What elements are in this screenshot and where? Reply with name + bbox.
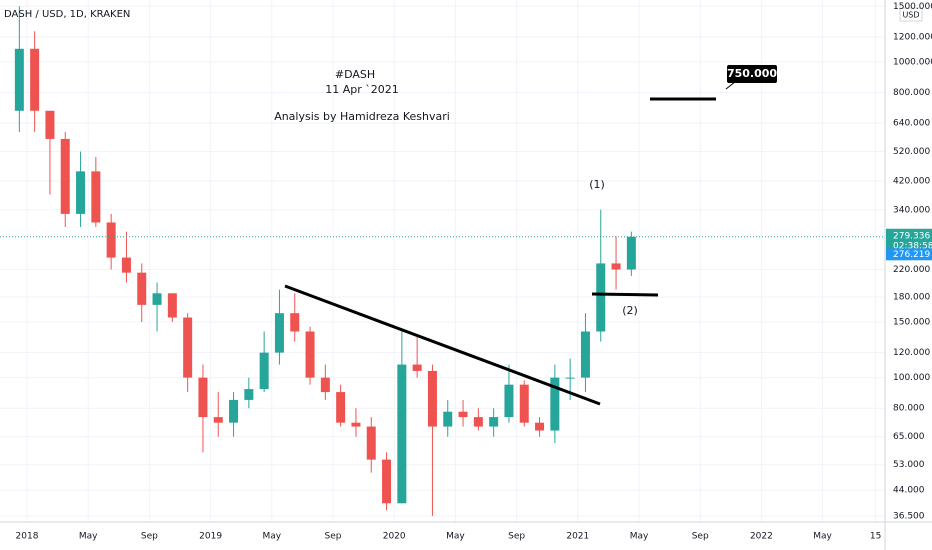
x-tick-label: 2018 [16,532,39,542]
candle-body [565,377,575,379]
candle-body [274,313,284,353]
candle-body [106,222,116,258]
y-tick-label: 640.000 [893,119,930,129]
other-price-box [886,248,932,261]
y-tick-label: 220.000 [893,265,930,275]
support-line [591,292,659,297]
annotation: 11 Apr `2021 [325,83,399,96]
x-tick-label: 15 [870,532,881,542]
candle-body [397,364,407,504]
candle-body [60,138,70,214]
candle-body [366,426,376,460]
x-tick-label: Sep [692,532,709,542]
candle-body [320,377,330,393]
y-tick-label: 1000.000 [893,57,932,67]
x-tick-label: May [79,532,98,542]
candle-body [412,364,422,371]
y-tick-label: 100.000 [893,373,930,383]
countdown: 02:38:58 [893,241,932,251]
candle-body [137,272,147,305]
currency[interactable]: USD [902,11,919,20]
x-tick-label: 2022 [750,532,773,542]
trendline [284,284,601,406]
candle-body [535,422,545,431]
x-tick-label: May [630,532,649,542]
candle-body [213,417,223,423]
candle-body [473,417,483,427]
last-price: 279.336 [893,231,930,241]
y-tick-label: 800.000 [893,88,930,98]
y-tick-label: 53.000 [893,460,925,470]
candle-body [504,384,514,418]
candle-body [580,331,590,378]
target-label: 750.000 [727,67,777,80]
x-tick-label: May [813,532,832,542]
candle-body [351,422,361,427]
y-tick-label: 1500.000 [893,2,932,12]
candle-body [336,392,346,423]
x-tick-label: May [446,532,465,542]
candle-body [305,331,315,378]
x-tick-label: May [262,532,281,542]
candle-body [519,384,529,423]
candle-body [290,313,300,332]
y-tick-label: 520.000 [893,147,930,157]
y-tick-label: 36.500 [893,511,925,521]
x-tick-label: 2020 [383,532,406,542]
currency-box[interactable] [899,7,923,22]
y-tick-label: 150.000 [893,318,930,328]
candle-body [489,417,499,427]
candle-body [121,257,131,273]
annotation: Analysis by Hamidreza Keshvari [274,110,450,123]
candle-body [611,263,621,270]
callout-box [727,65,777,83]
symbol-title: DASH / USD, 1D, KRAKEN [4,9,130,20]
y-tick-label: 44.000 [893,486,925,496]
candle-body [626,236,636,270]
y-tick-label: 120.000 [893,348,930,358]
candle-body [76,171,86,214]
x-tick-label: Sep [508,532,525,542]
candle-body [14,48,24,111]
candle-body [259,352,269,390]
candle-body [152,293,162,305]
candle-body [91,171,101,223]
candle-body [596,263,606,332]
candle-body [45,110,55,139]
candle-body [458,411,468,418]
y-tick-label: 420.000 [893,176,930,186]
candle-body [229,399,239,423]
other-price: 276.219 [893,250,930,260]
y-tick-label: 65.000 [893,432,925,442]
x-tick-label: 2021 [566,532,589,542]
candle-body [550,377,560,431]
y-tick-label: 180.000 [893,293,930,303]
annotation: #DASH [335,68,375,81]
y-tick-label: 1200.000 [893,32,932,42]
wave-label: (2) [622,304,638,317]
candle-body [382,459,392,504]
wave-label: (1) [589,178,605,191]
x-tick-label: Sep [325,532,342,542]
candle-body [198,377,208,418]
candle-body [443,411,453,427]
candle-body [167,293,177,318]
x-tick-label: 2019 [199,532,222,542]
axes: 36.500 44.000 53.000 65.000 80.000 100.000 120… [16,2,932,542]
candle-body [427,370,437,427]
candle-body [183,317,193,378]
grid [0,0,885,522]
x-tick-label: Sep [141,532,158,542]
candle-body [244,389,254,400]
y-tick-label: 80.000 [893,404,925,414]
candle-body [30,48,40,111]
candles [0,6,885,516]
y-tick-label: 340.000 [893,205,930,215]
